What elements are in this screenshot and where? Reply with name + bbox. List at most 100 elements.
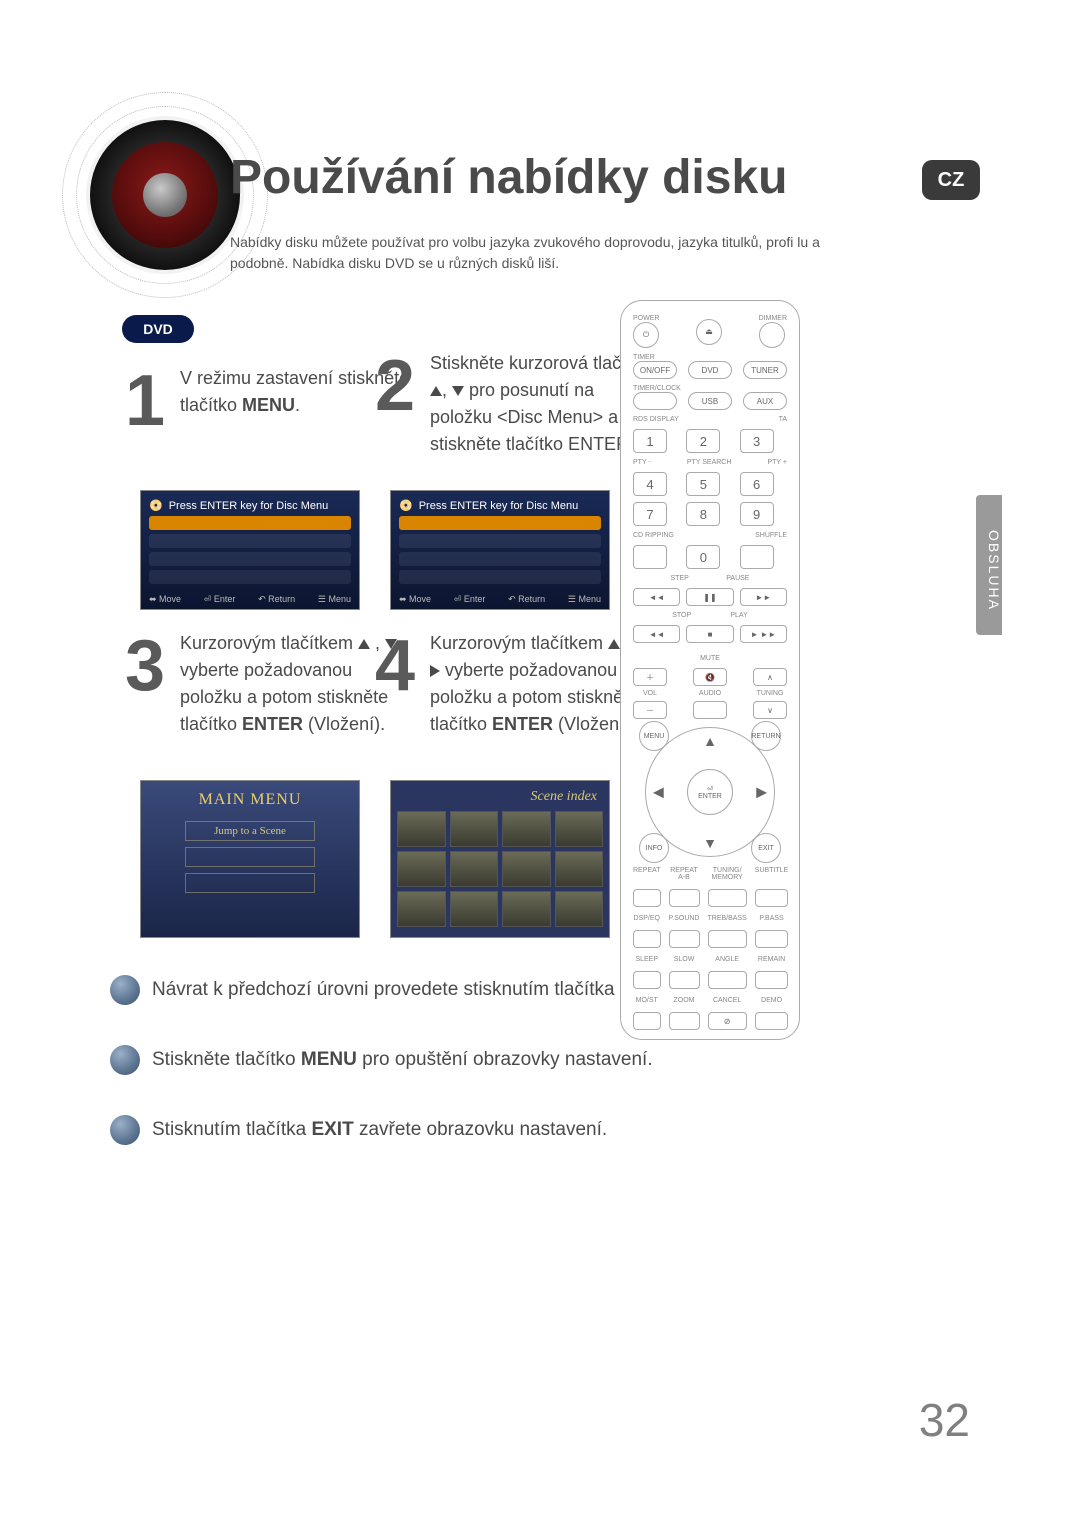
intro-text: Nabídky disku můžete používat pro volbu … — [230, 232, 830, 274]
page-number: 32 — [919, 1393, 970, 1447]
main-menu-item — [185, 847, 315, 867]
t: Return — [518, 594, 545, 604]
tuning-memory-button[interactable] — [708, 889, 747, 907]
arrow-up-icon — [358, 639, 370, 649]
step-number: 1 — [120, 365, 170, 437]
dimmer-label: DIMMER — [759, 315, 787, 322]
power-label: POWER — [633, 315, 659, 322]
shuffle-button[interactable] — [740, 545, 774, 569]
aux-button[interactable]: AUX — [743, 392, 787, 410]
timerclock-label: TIMER/CLOCK — [633, 385, 787, 392]
eject-button[interactable]: ⏏ — [696, 319, 722, 345]
enter-button[interactable]: ⏎ENTER — [687, 769, 733, 815]
cancel-button[interactable]: ⊘ — [708, 1012, 747, 1030]
remain-button[interactable] — [755, 971, 788, 989]
bullet-icon — [110, 1045, 140, 1075]
pbass-button[interactable] — [755, 930, 788, 948]
num-6-button[interactable]: 6 — [740, 472, 774, 496]
shot-header: Press ENTER key for Disc Menu — [419, 500, 579, 512]
repeat-button[interactable] — [633, 889, 661, 907]
page-title: Používání nabídky disku — [230, 150, 787, 205]
dpad-down-button[interactable]: ▼ — [703, 835, 717, 851]
sleep-button[interactable] — [633, 971, 661, 989]
num-9-button[interactable]: 9 — [740, 502, 774, 526]
text: Stiskněte kurzorová tlačítka — [430, 353, 650, 373]
arrow-down-icon — [452, 386, 464, 396]
most-button[interactable] — [633, 1012, 661, 1030]
audio-button[interactable] — [693, 701, 727, 719]
vol-up-button[interactable]: ＋ — [633, 668, 667, 686]
l: PTY SEARCH — [687, 459, 732, 466]
num-8-button[interactable]: 8 — [686, 502, 720, 526]
dvd-button[interactable]: DVD — [688, 361, 732, 379]
dpad-left-button[interactable]: ◀ — [653, 784, 664, 801]
repeat-ab-button[interactable] — [669, 889, 700, 907]
l: PAUSE — [726, 575, 749, 582]
stop-button[interactable]: ■ — [686, 625, 733, 643]
num-1-button[interactable]: 1 — [633, 429, 667, 453]
prev-button[interactable]: ◄◄ — [633, 588, 680, 606]
step-number: 3 — [120, 630, 170, 738]
dpad-up-button[interactable]: ▲ — [703, 733, 717, 749]
t: Menu — [578, 594, 601, 604]
mute-label: MUTE — [700, 655, 720, 662]
mute-button[interactable]: 🔇 — [693, 668, 727, 686]
t: Návrat k předchozí úrovni provedete stis… — [152, 979, 620, 1000]
num-4-button[interactable]: 4 — [633, 472, 667, 496]
l: P.SOUND — [669, 915, 700, 922]
t: zavřete obrazovku nastavení. — [354, 1119, 607, 1140]
l: DSP/EQ — [633, 915, 661, 922]
text-bold: MENU — [242, 395, 295, 415]
usb-button[interactable]: USB — [688, 392, 732, 410]
angle-button[interactable] — [708, 971, 747, 989]
num-0-button[interactable]: 0 — [686, 545, 720, 569]
l: STEP — [670, 575, 688, 582]
num-5-button[interactable]: 5 — [686, 472, 720, 496]
dpad: MENU RETURN INFO EXIT ▲ ▼ ◀ ▶ ⏎ENTER — [645, 727, 775, 857]
dpad-right-button[interactable]: ▶ — [756, 784, 767, 801]
demo-button[interactable] — [755, 1012, 788, 1030]
play-ff-button[interactable]: ►►► — [740, 625, 787, 643]
dspeq-button[interactable] — [633, 930, 661, 948]
power-button[interactable]: ⏻ — [633, 322, 659, 348]
l: CANCEL — [708, 997, 747, 1004]
arrow-right-icon — [430, 665, 440, 677]
screenshot-scene-index: Scene index — [390, 780, 610, 938]
onoff-button[interactable]: ON/OFF — [633, 361, 677, 379]
text: Kurzorovým tlačítkem — [180, 633, 358, 653]
tuning-label: TUNING — [757, 690, 784, 697]
cdrip-button[interactable] — [633, 545, 667, 569]
rewind-button[interactable]: ◄◄ — [633, 625, 680, 643]
tuning-down-button[interactable]: ∨ — [753, 701, 787, 719]
zoom-button[interactable] — [669, 1012, 700, 1030]
l: SHUFFLE — [755, 532, 787, 539]
text: , — [442, 380, 452, 400]
shot-header: Press ENTER key for Disc Menu — [169, 500, 329, 512]
scene-title: Scene index — [397, 787, 603, 811]
tuning-up-button[interactable]: ∧ — [753, 668, 787, 686]
t: Move — [409, 594, 431, 604]
psound-button[interactable] — [669, 930, 700, 948]
num-2-button[interactable]: 2 — [686, 429, 720, 453]
l: P.BASS — [755, 915, 788, 922]
t: Move — [159, 594, 181, 604]
tuner-button[interactable]: TUNER — [743, 361, 787, 379]
num-3-button[interactable]: 3 — [740, 429, 774, 453]
step-4: 4 Kurzorovým tlačítkem vyberte požadovan… — [370, 630, 660, 738]
timerclock-button[interactable] — [633, 392, 677, 410]
slow-button[interactable] — [669, 971, 700, 989]
subtitle-button[interactable] — [755, 889, 788, 907]
pause-button[interactable]: ❚❚ — [686, 588, 733, 606]
trebbass-button[interactable] — [708, 930, 747, 948]
main-menu-item: Jump to a Scene — [185, 821, 315, 841]
dimmer-button[interactable] — [759, 322, 785, 348]
text-bold: ENTER — [492, 714, 553, 734]
l: PTY + — [767, 459, 787, 466]
num-7-button[interactable]: 7 — [633, 502, 667, 526]
l: PLAY — [730, 612, 747, 619]
screenshot-main-menu: MAIN MENU Jump to a Scene — [140, 780, 360, 938]
t: EXIT — [311, 1119, 353, 1140]
next-button[interactable]: ►► — [740, 588, 787, 606]
vol-down-button[interactable]: － — [633, 701, 667, 719]
t: Return — [268, 594, 295, 604]
